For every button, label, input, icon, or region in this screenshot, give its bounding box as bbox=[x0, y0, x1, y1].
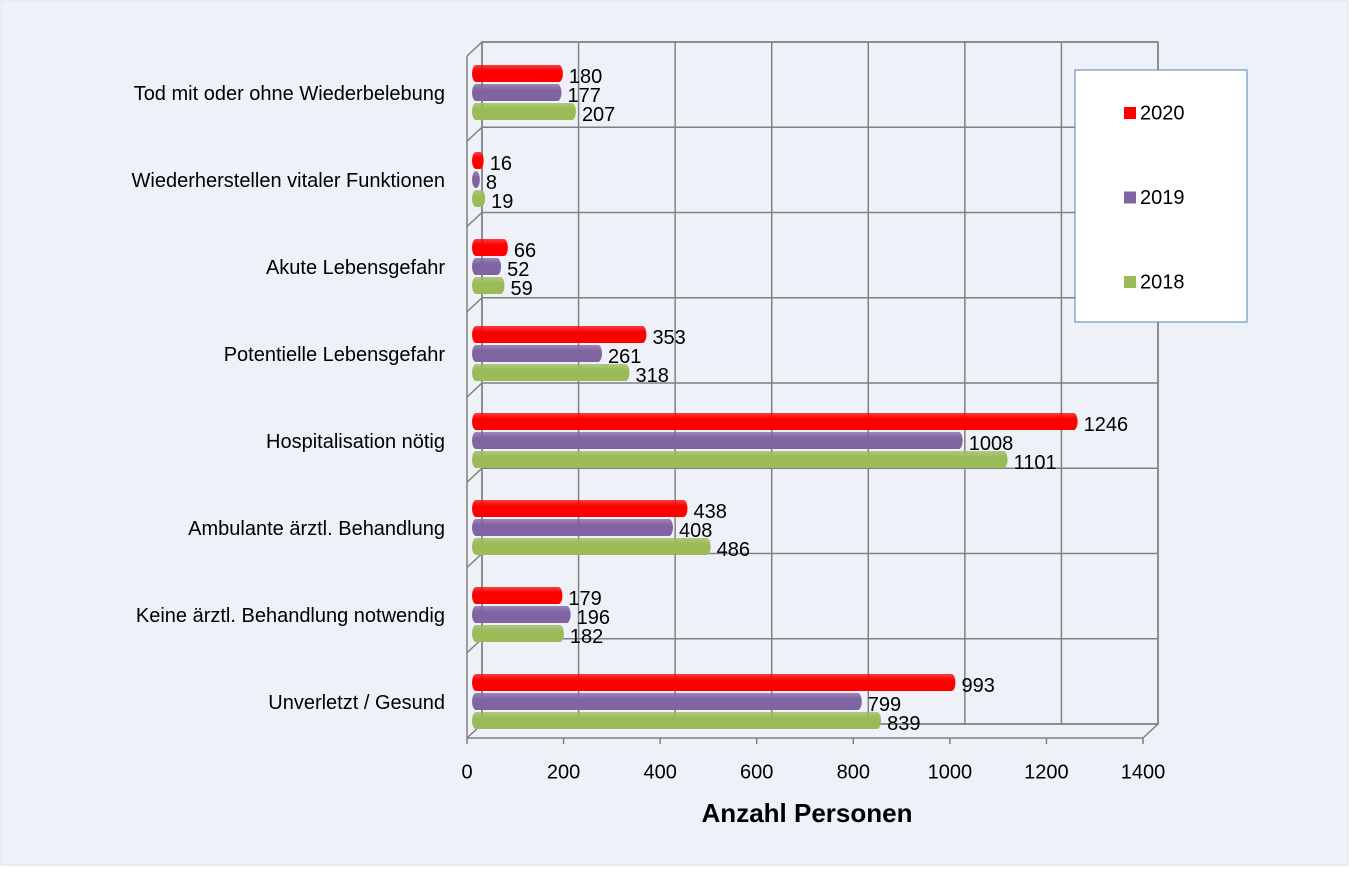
bar bbox=[472, 712, 882, 729]
x-tick-label: 1400 bbox=[1121, 761, 1166, 783]
bar bbox=[472, 171, 480, 188]
category-label: Tod mit oder ohne Wiederbelebung bbox=[134, 83, 445, 105]
data-label: 1246 bbox=[1084, 414, 1129, 436]
data-label: 8 bbox=[486, 172, 497, 194]
bar bbox=[472, 587, 563, 604]
category-label: Potentielle Lebensgefahr bbox=[224, 344, 446, 366]
side-wall-line bbox=[466, 297, 483, 313]
category-label: Ambulante ärztl. Behandlung bbox=[188, 518, 445, 540]
floor-edge bbox=[1142, 723, 1159, 739]
side-wall-line bbox=[466, 382, 483, 398]
bar bbox=[472, 258, 502, 275]
data-label: 318 bbox=[636, 365, 669, 387]
bar bbox=[472, 364, 630, 381]
x-tick-label: 200 bbox=[547, 761, 580, 783]
data-label: 182 bbox=[570, 626, 603, 648]
category-label: Unverletzt / Gesund bbox=[268, 692, 445, 714]
x-axis-title: Anzahl Personen bbox=[702, 798, 913, 828]
bar bbox=[472, 84, 562, 101]
category-label: Keine ärztl. Behandlung notwendig bbox=[136, 605, 445, 627]
bar bbox=[472, 239, 508, 256]
bar bbox=[472, 277, 505, 294]
bar bbox=[472, 693, 862, 710]
category-label: Hospitalisation nötig bbox=[266, 431, 445, 453]
x-tick-label: 800 bbox=[837, 761, 870, 783]
side-wall-line bbox=[466, 467, 483, 483]
data-label: 261 bbox=[608, 346, 641, 368]
bar bbox=[472, 625, 564, 642]
legend-label: 2019 bbox=[1140, 187, 1185, 209]
category-label: Akute Lebensgefahr bbox=[266, 257, 445, 279]
bar bbox=[472, 451, 1008, 468]
bar bbox=[472, 326, 647, 343]
data-label: 438 bbox=[693, 501, 726, 523]
side-wall-line bbox=[466, 552, 483, 569]
data-label: 839 bbox=[887, 713, 920, 735]
data-label: 353 bbox=[652, 327, 685, 349]
legend-label: 2020 bbox=[1140, 102, 1185, 124]
bar bbox=[472, 538, 711, 555]
bar bbox=[472, 519, 674, 536]
category-label: Wiederherstellen vitaler Funktionen bbox=[132, 170, 446, 192]
x-tick-label: 600 bbox=[740, 761, 773, 783]
data-label: 16 bbox=[490, 153, 512, 175]
legend-label: 2018 bbox=[1140, 271, 1185, 293]
data-label: 59 bbox=[510, 278, 532, 300]
data-label: 1101 bbox=[1014, 452, 1057, 474]
data-label: 177 bbox=[567, 85, 600, 107]
x-tick-label: 0 bbox=[461, 761, 472, 783]
data-label: 52 bbox=[507, 259, 529, 281]
bar bbox=[472, 190, 486, 207]
data-label: 66 bbox=[514, 240, 536, 262]
bar bbox=[472, 103, 576, 120]
bar bbox=[472, 65, 563, 82]
legend-swatch bbox=[1124, 107, 1136, 119]
bar bbox=[472, 345, 603, 362]
bar bbox=[472, 152, 484, 169]
x-tick-label: 400 bbox=[643, 761, 676, 783]
legend-swatch bbox=[1124, 191, 1136, 204]
bar bbox=[472, 432, 963, 449]
x-tick-label: 1200 bbox=[1024, 761, 1069, 783]
data-label: 486 bbox=[717, 539, 750, 561]
legend-box bbox=[1074, 69, 1248, 323]
side-wall-line bbox=[466, 126, 483, 142]
side-wall-line bbox=[466, 41, 483, 57]
bar bbox=[472, 500, 688, 517]
data-label: 179 bbox=[568, 588, 601, 610]
data-label: 408 bbox=[679, 520, 712, 542]
bar bbox=[472, 674, 956, 691]
data-label: 799 bbox=[868, 694, 901, 716]
data-label: 993 bbox=[961, 675, 994, 697]
side-wall-line bbox=[466, 211, 483, 228]
data-label: 19 bbox=[491, 191, 513, 213]
x-tick-label: 1000 bbox=[928, 761, 973, 783]
data-label: 207 bbox=[582, 104, 615, 126]
data-label: 196 bbox=[577, 607, 610, 629]
data-label: 180 bbox=[569, 66, 602, 88]
bar bbox=[472, 413, 1078, 430]
legend-swatch bbox=[1124, 276, 1136, 288]
data-label: 1008 bbox=[969, 433, 1014, 455]
bar bbox=[472, 606, 571, 623]
